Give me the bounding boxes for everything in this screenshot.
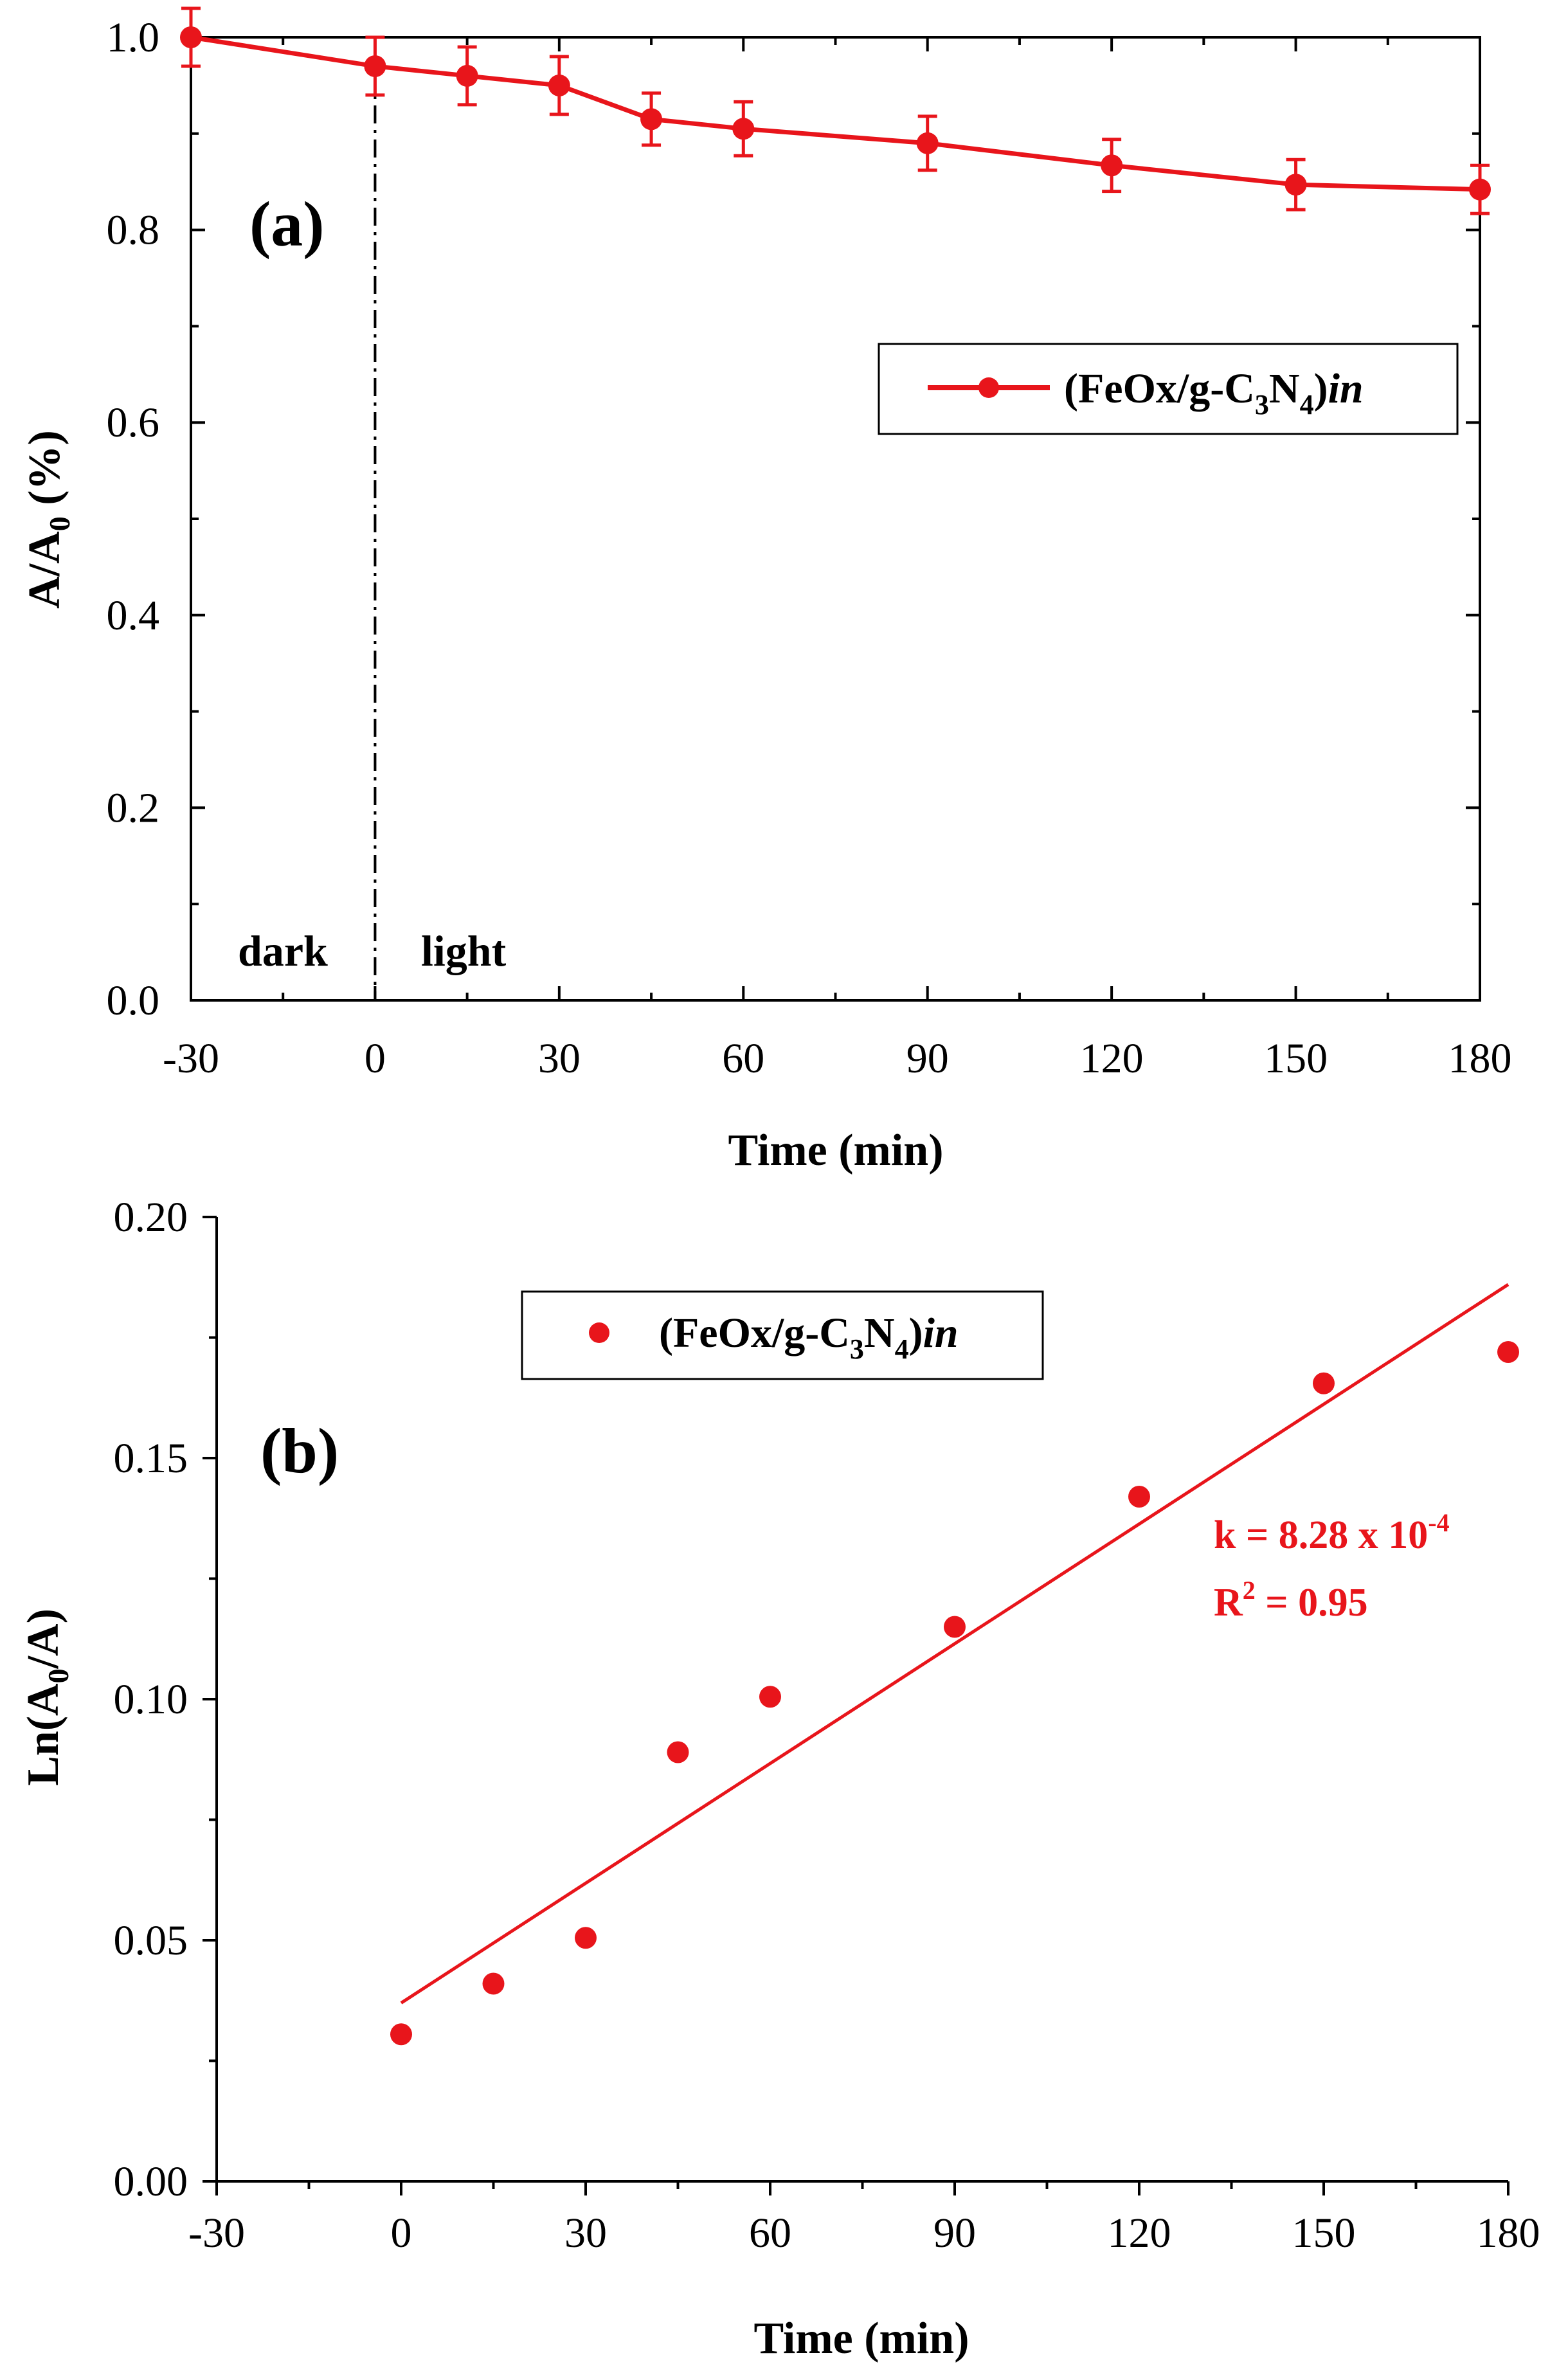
data-point bbox=[667, 1741, 689, 1763]
x-tick-label: 120 bbox=[1108, 2210, 1171, 2257]
series-line bbox=[190, 35, 1481, 192]
series-b bbox=[390, 1341, 1519, 2046]
data-point bbox=[1313, 1372, 1335, 1394]
y-tick-label: 0.10 bbox=[114, 1676, 188, 1723]
y-ticks-a: 0.0 0.2 0.4 0.6 0.8 1.0 bbox=[107, 14, 1480, 1024]
data-point bbox=[575, 1927, 597, 1949]
legend-b: (FeOx/g-C3N4)in bbox=[521, 1290, 1044, 1380]
series-a bbox=[180, 6, 1491, 215]
data-point bbox=[180, 26, 202, 48]
x-tick-label: 180 bbox=[1448, 1035, 1512, 1082]
fit-r-squared: R2 = 0.95 bbox=[1214, 1576, 1368, 1625]
legend-label-a: (FeOx/g-C3N4)in bbox=[1064, 365, 1364, 420]
fit-line bbox=[400, 1283, 1509, 2005]
y-tick-label: 0.15 bbox=[114, 1435, 188, 1482]
panel-b: -30 0 30 60 90 120 150 180 0.00 0.05 0.10 0.15 0.20… bbox=[19, 1194, 1540, 2363]
x-tick-label: 30 bbox=[538, 1035, 581, 1082]
legend-a: (FeOx/g-C3N4)in bbox=[878, 343, 1459, 435]
y-tick-label: 0.2 bbox=[107, 784, 160, 831]
data-point bbox=[759, 1686, 781, 1708]
region-dark-label: dark bbox=[238, 926, 328, 975]
legend-box-a bbox=[878, 343, 1459, 435]
panel-a: -30 0 30 60 90 120 150 180 0.0 0.2 0.4 0.6 0.8 1.0 (… bbox=[20, 6, 1512, 1175]
data-point bbox=[1101, 154, 1123, 177]
region-light-label: light bbox=[421, 926, 507, 975]
y-tick-label: 0.20 bbox=[114, 1194, 188, 1241]
x-tick-label: 180 bbox=[1477, 2210, 1540, 2257]
x-ticks-b: -30 0 30 60 90 120 150 180 bbox=[188, 2181, 1540, 2257]
x-tick-label: 30 bbox=[564, 2210, 607, 2257]
y-tick-label: 0.8 bbox=[107, 207, 160, 254]
data-point bbox=[1284, 174, 1307, 196]
data-point bbox=[548, 74, 570, 96]
x-tick-label: -30 bbox=[163, 1035, 219, 1082]
y-ticks-b: 0.00 0.05 0.10 0.15 0.20 bbox=[114, 1194, 217, 2205]
y-tick-label: 0.6 bbox=[107, 399, 160, 446]
y-tick-label: 1.0 bbox=[107, 14, 160, 61]
y-tick-label: 0.4 bbox=[107, 592, 160, 639]
data-point bbox=[456, 64, 478, 87]
data-point bbox=[482, 1972, 505, 1995]
y-tick-label: 0.00 bbox=[114, 2158, 188, 2205]
fit-rate-constant: k = 8.28 x 10-4 bbox=[1214, 1508, 1450, 1557]
data-point bbox=[916, 132, 939, 154]
x-tick-label: 0 bbox=[365, 1035, 386, 1082]
data-point bbox=[1469, 178, 1491, 201]
x-tick-label: 150 bbox=[1292, 2210, 1356, 2257]
data-point bbox=[640, 108, 663, 131]
y-axis-title-a: A/A0 (%) bbox=[20, 430, 76, 609]
x-tick-label: 60 bbox=[722, 1035, 764, 1082]
y-tick-label: 0.05 bbox=[114, 1917, 188, 1964]
data-point bbox=[390, 2023, 412, 2046]
legend-marker-b bbox=[589, 1322, 609, 1343]
x-tick-label: 150 bbox=[1264, 1035, 1328, 1082]
x-axis-title-a: Time (min) bbox=[728, 1126, 943, 1175]
legend-label-b: (FeOx/g-C3N4)in bbox=[659, 1310, 959, 1365]
x-ticks-a: -30 0 30 60 90 120 150 180 bbox=[163, 37, 1512, 1082]
x-tick-label: 90 bbox=[906, 1035, 949, 1082]
data-point bbox=[1497, 1341, 1519, 1363]
data-point bbox=[732, 118, 755, 140]
x-tick-label: 90 bbox=[933, 2210, 976, 2257]
data-point bbox=[944, 1616, 966, 1638]
panel-label-b: (b) bbox=[260, 1415, 339, 1486]
data-point bbox=[1128, 1486, 1150, 1508]
x-tick-label: 60 bbox=[749, 2210, 791, 2257]
x-axis-title-b: Time (min) bbox=[753, 2314, 969, 2363]
data-point bbox=[364, 55, 386, 77]
panel-label-a: (a) bbox=[249, 188, 325, 260]
legend-marker-a bbox=[978, 377, 999, 398]
x-tick-label: -30 bbox=[188, 2210, 245, 2257]
x-tick-label: 0 bbox=[391, 2210, 412, 2257]
x-tick-label: 120 bbox=[1080, 1035, 1144, 1082]
y-axis-title-b: Ln(A0/A) bbox=[19, 1609, 75, 1786]
y-tick-label: 0.0 bbox=[107, 977, 160, 1024]
